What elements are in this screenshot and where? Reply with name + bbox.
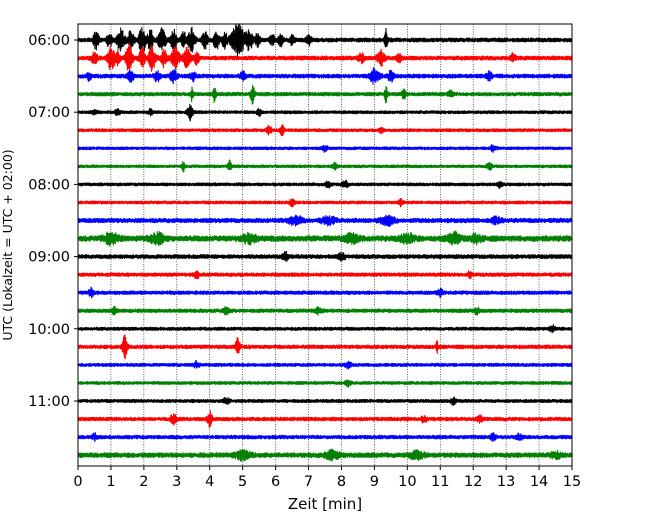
seismic-trace-1000 <box>77 324 573 334</box>
seismic-trace-0845 <box>77 230 573 247</box>
x-tick-label: 0 <box>73 474 82 490</box>
y-tick-label: 07:00 <box>28 105 70 121</box>
seismic-trace-0815 <box>77 197 573 208</box>
x-tick-label: 4 <box>205 474 214 490</box>
y-tick-label: 08:00 <box>28 177 70 193</box>
seismic-trace-1015 <box>77 334 573 360</box>
seismic-trace-1145 <box>77 448 573 462</box>
x-tick-label: 15 <box>563 474 581 490</box>
seismic-trace-0800 <box>77 179 573 190</box>
x-tick-label: 9 <box>370 474 379 490</box>
seismic-trace-0600 <box>77 23 573 58</box>
seismic-trace-0945 <box>77 305 573 316</box>
x-tick-label: 6 <box>271 474 280 490</box>
seismic-traces <box>77 23 573 462</box>
y-axis-label: UTC (Lokalzeit = UTC + 02:00) <box>0 149 15 340</box>
x-axis-label: Zeit [min] <box>288 495 362 513</box>
y-tick-label: 10:00 <box>28 322 70 338</box>
y-tick-label: 11:00 <box>28 394 70 410</box>
seismic-trace-0630 <box>77 67 573 85</box>
x-axis-ticks: 0 1 2 3 4 5 6 7 8 9 10 11 12 13 14 15 <box>73 466 581 490</box>
seismic-trace-0730 <box>77 144 573 154</box>
x-tick-label: 2 <box>139 474 148 490</box>
x-tick-label: 10 <box>398 474 416 490</box>
seismic-trace-0645 <box>77 84 573 105</box>
x-tick-label: 1 <box>106 474 115 490</box>
seismic-trace-0715 <box>77 124 573 137</box>
plot-frame <box>77 23 573 467</box>
x-tick-label: 3 <box>172 474 181 490</box>
seismic-trace-0745 <box>77 159 573 173</box>
seismic-trace-1030 <box>77 359 573 370</box>
x-tick-label: 5 <box>238 474 247 490</box>
x-tick-label: 7 <box>304 474 313 490</box>
seismic-trace-0615 <box>77 42 573 72</box>
x-tick-label: 13 <box>497 474 515 490</box>
y-tick-label: 06:00 <box>28 33 70 49</box>
seismic-trace-0915 <box>77 270 573 280</box>
y-tick-label: 09:00 <box>28 250 70 266</box>
seismic-trace-1100 <box>77 396 573 406</box>
grid-lines <box>110 24 540 466</box>
seismic-trace-1130 <box>77 432 573 443</box>
y-axis-ticks: 06:00 07:00 08:00 09:00 10:00 11:00 <box>28 33 78 410</box>
seismic-trace-0700 <box>77 103 573 122</box>
seismic-trace-0930 <box>77 286 573 299</box>
seismic-trace-1045 <box>77 379 573 388</box>
seismic-trace-1115 <box>77 410 573 429</box>
x-tick-label: 11 <box>431 474 449 490</box>
seismic-trace-0900 <box>77 250 573 262</box>
x-tick-label: 14 <box>530 474 548 490</box>
x-tick-label: 12 <box>464 474 482 490</box>
seismic-trace-0830 <box>77 214 573 227</box>
x-tick-label: 8 <box>337 474 346 490</box>
